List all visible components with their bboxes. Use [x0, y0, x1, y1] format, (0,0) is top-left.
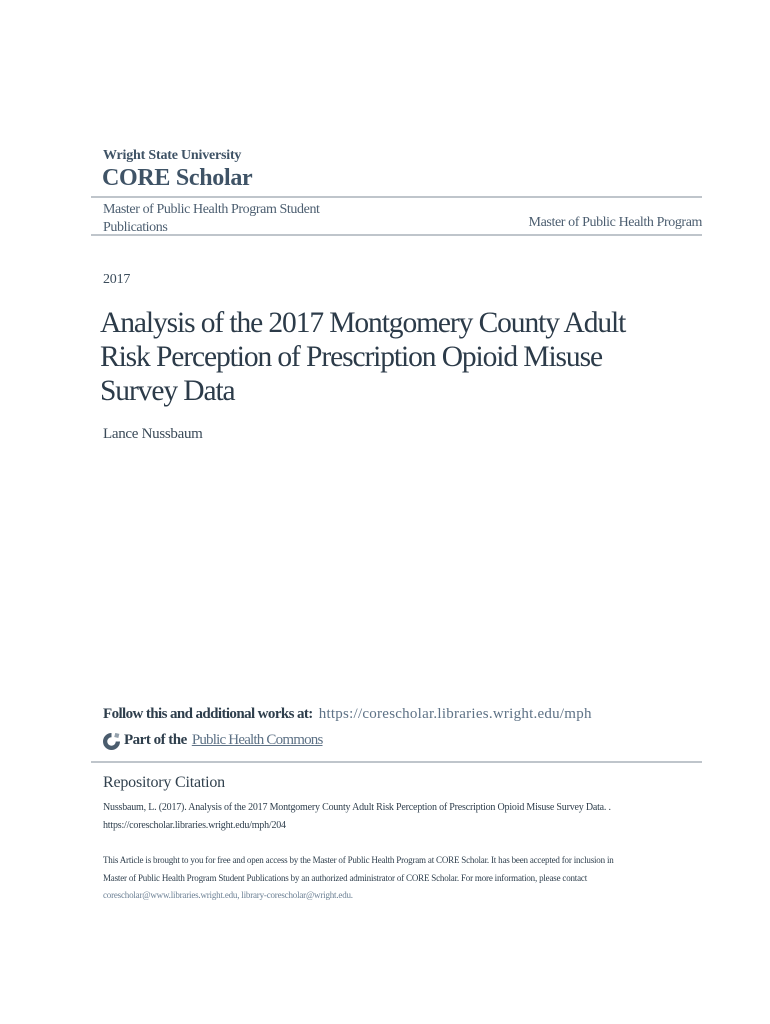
document-title-line1: Analysis of the 2017 Montgomery County A…: [100, 307, 626, 339]
follow-works-link[interactable]: https://corescholar.libraries.wright.edu…: [318, 706, 592, 722]
repository-citation-heading: Repository Citation: [103, 774, 225, 791]
access-statement: This Article is brought to you for free …: [103, 852, 733, 905]
repository-name: CORE Scholar: [102, 165, 253, 191]
document-title-line2: Risk Perception of Prescription Opioid M…: [100, 341, 603, 373]
citation-url[interactable]: https://corescholar.libraries.wright.edu…: [103, 820, 286, 831]
follow-works-label: Follow this and additional works at:: [103, 706, 313, 722]
access-statement-line2: Master of Public Health Program Student …: [103, 872, 587, 883]
contact-emails-link[interactable]: corescholar@www.libraries.wright.edu, li…: [103, 890, 353, 900]
part-of-commons-link[interactable]: Public Health Commons: [191, 732, 324, 748]
citation-line1: Nussbaum, L. (2017). Analysis of the 201…: [103, 802, 611, 813]
document-title-line3: Survey Data: [100, 375, 236, 407]
repository-citation-text: Nussbaum, L. (2017). Analysis of the 201…: [103, 799, 723, 835]
header-divider-bottom: [91, 234, 702, 236]
series-title: Master of Public Health Program Student …: [103, 201, 320, 236]
commons-network-icon: [103, 733, 120, 750]
publication-year: 2017: [103, 272, 131, 287]
series-title-line1: Master of Public Health Program Student: [103, 202, 320, 217]
header-divider-top: [91, 196, 702, 198]
institution-name: Wright State University: [103, 148, 242, 163]
follow-works-line: Follow this and additional works at: http…: [103, 706, 592, 723]
part-of-label: Part of the: [124, 732, 187, 748]
citation-divider: [91, 761, 702, 763]
access-statement-line1: This Article is brought to you for free …: [103, 855, 614, 865]
document-title: Analysis of the 2017 Montgomery County A…: [100, 306, 626, 408]
series-title-line2: Publications: [103, 219, 168, 235]
program-name: Master of Public Health Program: [528, 215, 703, 230]
part-of-line: Part of the Public Health Commons: [103, 731, 323, 750]
author-name: Lance Nussbaum: [103, 426, 203, 442]
